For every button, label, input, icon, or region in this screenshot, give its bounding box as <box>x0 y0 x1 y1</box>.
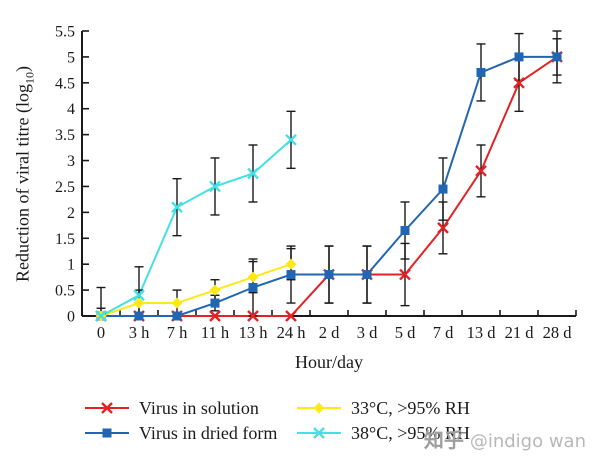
x-tick-label: 3 d <box>357 323 378 342</box>
x-marker <box>247 167 259 180</box>
legend-item-38c-95rh: 38°C, >95% RH <box>296 423 470 443</box>
series-line-3 <box>100 139 292 317</box>
y-axis-title-close-paren: ) <box>12 66 33 73</box>
x-marker <box>475 165 487 177</box>
x-tick-label: 2 d <box>319 323 340 342</box>
series-line-2 <box>100 263 292 317</box>
square-marker <box>476 67 486 77</box>
y-tick-label: 5.5 <box>55 24 75 41</box>
x-tick-label: 7 h <box>167 323 188 342</box>
y-axis-title-text: Reduction of viral titre (log <box>12 84 33 282</box>
square-marker <box>324 270 334 280</box>
y-tick-label: 0.5 <box>55 283 75 300</box>
square-marker <box>400 226 410 235</box>
square-marker <box>552 52 562 62</box>
legend-swatch-38c-95rh <box>297 427 341 439</box>
square-marker <box>514 52 524 62</box>
legend-item-virus-in-solution: Virus in solution <box>84 398 259 418</box>
diamond-marker <box>171 297 183 309</box>
legend-label-38c-95rh: 38°C, >95% RH <box>351 422 470 443</box>
legend-label-virus-in-dried-form: Virus in dried form <box>139 422 278 443</box>
y-tick-label: 4 <box>67 101 75 118</box>
diamond-marker <box>133 297 145 309</box>
x-axis-title: Hour/day <box>295 352 363 372</box>
x-tick-label: 28 d <box>543 323 573 342</box>
legend-item-virus-in-dried-form: Virus in dried form <box>84 423 277 443</box>
x-marker <box>399 268 411 281</box>
y-tick-label: 2.5 <box>55 179 75 196</box>
y-tick-label: 5 <box>67 49 75 66</box>
x-tick-label: 0 <box>97 323 105 342</box>
x-tick-label: 5 d <box>395 323 416 342</box>
x-tick-label: 13 h <box>239 323 269 342</box>
diamond-marker <box>313 402 325 414</box>
y-tick-label: 4.5 <box>55 75 75 92</box>
x-tick-label: 7 d <box>433 323 454 342</box>
legend-label-33c-95rh: 33°C, >95% RH <box>351 397 470 418</box>
y-tick-label: 3 <box>67 153 75 170</box>
legend-swatch-33c-95rh <box>297 402 341 414</box>
x-marker <box>133 289 145 302</box>
x-tick-label: 24 h <box>277 323 307 342</box>
square-marker <box>210 298 220 308</box>
x-tick-label: 21 d <box>505 323 535 342</box>
legend-label-virus-in-solution: Virus in solution <box>139 397 259 418</box>
x-marker <box>437 222 449 234</box>
y-axis-title-subscript: 10 <box>22 72 37 85</box>
diamond-marker <box>247 271 259 283</box>
watermark: 知乎 @indigo wan <box>424 424 586 453</box>
y-tick-label: 2 <box>67 205 75 222</box>
y-tick-label: 0 <box>67 309 75 326</box>
square-marker <box>172 311 182 321</box>
legend-swatch-virus-in-solution <box>85 402 129 414</box>
x-marker <box>285 310 297 322</box>
x-marker <box>247 310 259 322</box>
x-marker <box>171 201 183 214</box>
legend-item-33c-95rh: 33°C, >95% RH <box>296 398 470 418</box>
square-marker <box>362 270 372 280</box>
x-marker <box>101 402 113 414</box>
square-marker <box>438 184 448 194</box>
diamond-marker <box>209 284 221 296</box>
x-tick-label: 11 h <box>201 323 230 342</box>
y-tick-label: 3.5 <box>55 127 75 144</box>
square-marker <box>248 283 258 292</box>
y-tick-label: 1 <box>67 257 75 274</box>
square-marker <box>286 270 296 280</box>
y-tick-label: 1.5 <box>55 231 75 248</box>
x-marker <box>95 310 107 322</box>
watermark-brand: 知乎 <box>423 428 464 452</box>
y-axis-title: Reduction of viral titre (log10) <box>13 66 38 282</box>
x-marker <box>209 180 221 193</box>
x-marker <box>513 76 525 89</box>
x-marker <box>209 310 221 322</box>
x-marker <box>313 427 325 439</box>
diamond-marker <box>285 258 297 270</box>
square-marker <box>134 311 144 321</box>
legend-swatch-virus-in-dried-form <box>85 428 129 438</box>
square-marker <box>102 428 112 438</box>
x-tick-label: 13 d <box>467 323 497 342</box>
watermark-handle: @indigo wan <box>469 431 586 452</box>
chart-plot-area: 0 0.5 1 1.5 2 2.5 3 3.5 4 4.5 5 5.5 0 3 h 7 h 11 h 13 h 2… <box>55 24 577 342</box>
x-tick-label: 3 h <box>129 323 150 342</box>
x-marker <box>285 133 297 146</box>
